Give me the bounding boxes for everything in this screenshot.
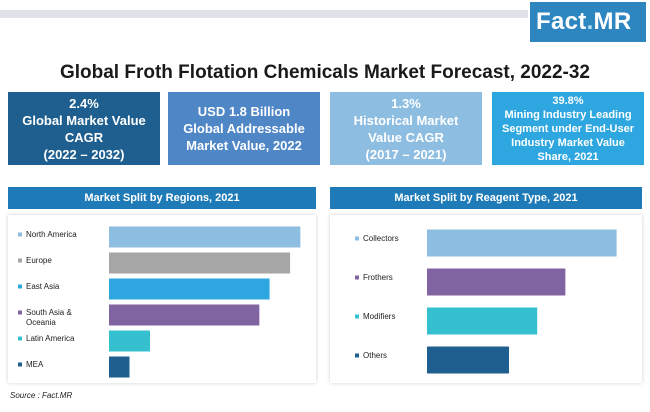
regions-chart-panel: North America Europe East Asia South Asia &… — [8, 215, 316, 383]
legend-marker — [355, 236, 359, 241]
legend-marker — [18, 258, 22, 263]
legend-marker — [355, 314, 359, 319]
factmr-logo: Fact.MR — [530, 2, 646, 42]
category-label: Latin America — [26, 334, 75, 343]
bar — [427, 268, 566, 296]
bar — [427, 229, 617, 257]
legend-marker — [18, 362, 22, 367]
category-label: MEA — [26, 360, 44, 369]
reagent-chart-title: Market Split by Reagent Type, 2021 — [330, 187, 642, 209]
category-label: Europe — [26, 256, 52, 265]
reagent-chart-panel: Collectors Frothers Modifiers Others — [330, 215, 642, 383]
regions-bar-chart: North America Europe East Asia South Asia &… — [18, 226, 301, 378]
legend-marker — [18, 284, 22, 289]
source-note: Source : Fact.MR — [10, 391, 73, 400]
category-label: South Asia & Oceania — [26, 308, 72, 327]
bar — [109, 356, 130, 378]
category-label: Others — [363, 351, 387, 360]
category-label: East Asia — [26, 282, 60, 291]
regions-chart-title: Market Split by Regions, 2021 — [8, 187, 316, 209]
page-title: Global Froth Flotation Chemicals Market … — [59, 62, 591, 83]
legend-marker — [18, 232, 22, 237]
header-strip — [0, 10, 528, 18]
category-label: Modifiers — [363, 312, 395, 321]
bar — [109, 278, 270, 300]
bar — [109, 252, 291, 274]
stat-box-mining-share: 39.8% Mining Industry Leading Segment unde… — [492, 92, 644, 165]
stat-box-market-value: USD 1.8 Billion Global Addressable Market … — [168, 92, 320, 165]
category-label: North America — [26, 230, 77, 239]
bar — [109, 226, 301, 248]
bar — [109, 304, 260, 326]
category-label: Collectors — [363, 234, 399, 243]
bar — [427, 307, 538, 335]
reagent-bar-chart: Collectors Frothers Modifiers Others — [355, 229, 617, 374]
legend-marker — [355, 353, 359, 358]
bar — [109, 330, 150, 352]
category-label: Frothers — [363, 273, 393, 282]
stat-box-historical-cagr: 1.3% Historical Market Value CAGR (2017 – 2… — [330, 92, 482, 165]
stat-box-cagr: 2.4% Global Market Value CAGR (2022 – 2032) — [8, 92, 160, 165]
legend-marker — [355, 275, 359, 280]
bar — [427, 346, 509, 374]
legend-marker — [18, 310, 22, 315]
legend-marker — [18, 336, 22, 341]
